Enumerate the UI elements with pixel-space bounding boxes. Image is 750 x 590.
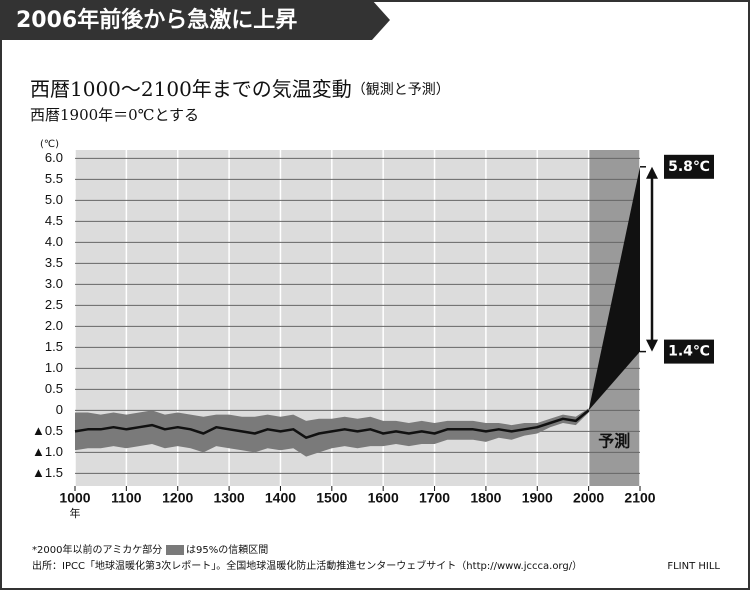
y-tick-label: 2.5 (45, 297, 63, 312)
value-label: 5.8℃ (668, 159, 710, 175)
x-tick-label: 1700 (419, 490, 450, 506)
x-tick-label: 2000 (573, 490, 604, 506)
x-tick-label: 1100 (111, 490, 142, 506)
y-tick-label: 0.5 (45, 381, 63, 396)
x-tick-label: 1300 (214, 490, 245, 506)
projection-fan (588, 166, 640, 411)
x-tick-label: 1800 (470, 490, 501, 506)
line (74, 409, 590, 439)
x-tick-label: 1000 (59, 490, 90, 506)
source: 出所：IPCC「地球温暖化第3次レポート」。全国地球温暖化防止活動推進センターウ… (32, 559, 582, 572)
value-label: 1.4℃ (668, 344, 710, 360)
banner: 2006年前後から急激に上昇 (16, 7, 297, 33)
note: は95%の信頼区間 (186, 544, 268, 556)
x-tick-label: 1200 (162, 490, 193, 506)
y-tick-label: 2.0 (45, 318, 63, 333)
y-tick-label: 5.5 (45, 171, 63, 186)
y-tick-label: 4.5 (45, 213, 63, 228)
x-unit: 年 (70, 506, 81, 520)
credit: FLINT HILL (667, 561, 720, 572)
y-tick-label: ▲1.5 (32, 465, 63, 480)
note: *2000年以前のアミカケ部分 (32, 543, 162, 556)
x-tick-label: 1500 (316, 490, 347, 506)
y-tick-label: 0 (56, 402, 63, 417)
y-tick-label: 5.0 (45, 192, 63, 207)
y-tick-label: ▲1.0 (32, 444, 63, 459)
value-label-box (664, 154, 714, 179)
subtitle: 西暦1900年＝0℃とする (30, 106, 199, 124)
value-label-box (664, 339, 714, 364)
title-note: （観測と予測） (352, 81, 450, 98)
y-tick-label: 6.0 (45, 150, 63, 165)
y-tick-label: 4.0 (45, 234, 63, 249)
y-unit: (℃) (40, 139, 59, 150)
arrow-head (646, 339, 658, 352)
arrow-head (646, 166, 658, 179)
x-tick-label: 1600 (368, 490, 399, 506)
banner-box (0, 0, 390, 40)
x-tick-label: 1900 (522, 490, 553, 506)
y-tick-label: 1.0 (45, 360, 63, 375)
y-tick-label: 3.5 (45, 255, 63, 270)
y-tick-label: 1.5 (45, 339, 63, 354)
x-tick-label: 1400 (265, 490, 296, 506)
x-tick-label: 2100 (624, 490, 655, 506)
band-swatch (166, 545, 184, 555)
forecast-label: 予測 (598, 431, 630, 450)
y-tick-label: ▲0.5 (32, 423, 63, 438)
y-tick-label: 3.0 (45, 276, 63, 291)
chart-title: 西暦1000〜2100年までの気温変動（観測と予測） (30, 77, 450, 101)
title-main: 西暦1000〜2100年までの気温変動 (30, 77, 352, 101)
